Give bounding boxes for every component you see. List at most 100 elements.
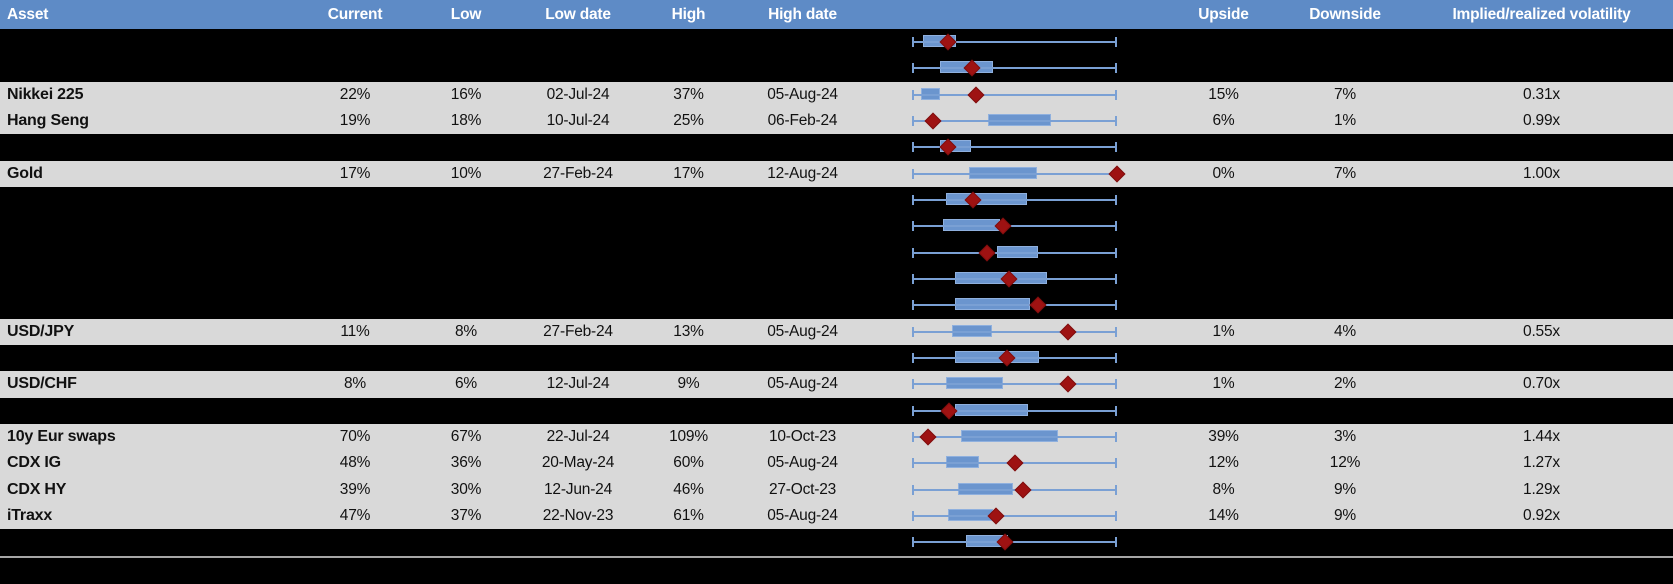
whisker-cap-right [1115,116,1117,127]
current-value: 22% [339,85,371,103]
whisker-cap-left [912,221,914,232]
table-row: Hang Seng 19% 18% 10-Jul-24 25% 06-Feb-2… [0,107,1673,135]
whisker-line [912,515,1117,518]
table-row: USD/CHF 8% 6% 12-Jul-24 9% 05-Aug-24 1% … [0,371,1673,398]
table-row: CDX HY 39% 30% 12-Jun-24 46% 27-Oct-23 8… [0,476,1673,503]
whisker-cap-left [912,37,914,48]
whisker-line [912,304,1117,307]
table-row [0,397,1673,424]
plot-track [912,134,1117,160]
high-date-value: 06-Feb-24 [767,112,838,130]
whisker-cap-left [912,353,914,364]
table-row [0,344,1673,372]
current-diamond-marker [1059,323,1077,341]
whisker-line [912,251,1117,254]
whisker-cap-right [1115,379,1117,390]
low-date-value: 02-Jul-24 [546,85,610,103]
plot-track [912,345,1117,371]
table-row [0,292,1673,319]
whisker-line [912,436,1117,439]
range-plot [862,55,1167,81]
whisker-line [912,146,1117,149]
whisker-cap-left [912,511,914,522]
whisker-line [912,41,1117,44]
current-value: 47% [339,507,371,525]
asset-name: CDX HY [7,480,67,498]
whisker-cap-left [912,300,914,311]
whisker-line [912,172,1117,175]
whisker-line [912,409,1117,412]
current-value: 19% [339,112,371,130]
plot-track [912,213,1117,239]
whisker-cap-right [1115,458,1117,469]
range-plot [862,345,1167,371]
table-row: USD/JPY 11% 8% 27-Feb-24 13% 05-Aug-24 1… [0,318,1673,345]
whisker-cap-left [912,537,914,548]
plot-track [912,398,1117,424]
current-value: 48% [339,454,371,472]
implied-realized-value: 0.70x [1523,375,1560,393]
whisker-cap-left [912,405,914,416]
whisker-line [912,120,1117,123]
whisker-cap-left [912,168,914,179]
implied-realized-value: 1.27x [1523,454,1560,472]
plot-track [912,161,1126,187]
asset-name: USD/CHF [7,375,77,393]
low-value: 67% [450,428,482,446]
plot-track [912,503,1117,529]
upside-value: 1% [1212,322,1235,340]
low-value: 8% [454,322,477,340]
downside-value: 9% [1333,507,1356,525]
plot-track [912,292,1117,318]
high-date-value: 05-Aug-24 [767,85,838,103]
high-date-value: 05-Aug-24 [767,507,838,525]
asset-name: Hang Seng [7,112,89,130]
whisker-cap-left [912,484,914,495]
whisker-cap-left [912,326,914,337]
table-row [0,239,1673,266]
plot-track [912,55,1117,81]
high-date-value: 27-Oct-23 [768,480,837,498]
header-high: High [671,5,706,23]
asset-name: iTraxx [7,507,53,525]
table-row: Gold 17% 10% 27-Feb-24 17% 12-Aug-24 0% … [0,160,1673,187]
plot-track [912,240,1117,266]
plot-track [912,187,1117,213]
upside-value: 39% [1208,428,1239,446]
table-row: CDX IG 48% 36% 20-May-24 60% 05-Aug-24 1… [0,450,1673,477]
whisker-cap-right [1115,511,1117,522]
range-plot [862,424,1167,450]
whisker-cap-right [1115,484,1117,495]
low-date-value: 10-Jul-24 [546,112,610,130]
low-value: 16% [450,85,482,103]
whisker-cap-left [912,274,914,285]
high-date-value: 05-Aug-24 [767,454,838,472]
plot-track [912,266,1117,292]
header-upside: Upside [1198,5,1249,23]
whisker-line [912,67,1117,70]
table-row: 10y Eur swaps 70% 67% 22-Jul-24 109% 10-… [0,423,1673,451]
high-date-value: 05-Aug-24 [767,322,838,340]
table-row [0,555,1673,584]
implied-realized-value: 1.29x [1523,480,1560,498]
whisker-cap-right [1115,326,1117,337]
upside-value: 1% [1212,375,1235,393]
whisker-line [912,225,1117,228]
whisker-line [912,383,1117,386]
whisker-cap-right [1115,63,1117,74]
range-plot [862,266,1167,292]
high-value: 17% [673,164,704,182]
upside-value: 8% [1212,480,1235,498]
table-row [0,265,1673,293]
low-value: 6% [454,375,477,393]
implied-realized-value: 0.55x [1523,322,1560,340]
header-low: Low [450,5,482,23]
high-value: 109% [669,428,708,446]
current-diamond-marker [1029,296,1047,314]
asset-name: Nikkei 225 [7,85,84,103]
whisker-cap-left [912,379,914,390]
upside-value: 14% [1208,507,1239,525]
current-diamond-marker [978,244,996,262]
current-diamond-marker [924,112,942,130]
whisker-cap-left [912,63,914,74]
